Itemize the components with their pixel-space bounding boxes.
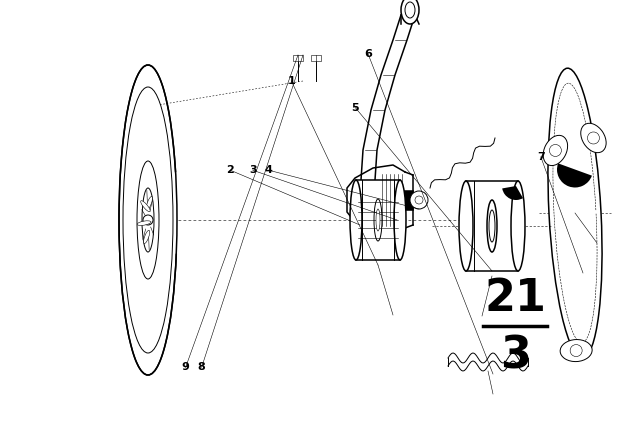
Ellipse shape xyxy=(405,2,415,18)
Text: 8: 8 xyxy=(198,362,205,372)
Circle shape xyxy=(549,144,561,156)
Text: 4: 4 xyxy=(265,165,273,175)
Ellipse shape xyxy=(487,200,497,252)
Ellipse shape xyxy=(137,221,151,225)
Text: 1: 1 xyxy=(287,76,295,86)
Ellipse shape xyxy=(560,340,592,362)
Text: 21: 21 xyxy=(484,276,546,319)
Ellipse shape xyxy=(489,210,495,242)
Text: 7: 7 xyxy=(537,152,545,162)
Bar xyxy=(385,190,413,210)
Wedge shape xyxy=(557,164,592,188)
Ellipse shape xyxy=(137,161,159,279)
Ellipse shape xyxy=(376,209,380,231)
Bar xyxy=(311,55,321,61)
Text: 2: 2 xyxy=(227,165,234,175)
Ellipse shape xyxy=(119,65,177,375)
Ellipse shape xyxy=(394,180,406,260)
Text: 3: 3 xyxy=(500,335,531,378)
Circle shape xyxy=(570,345,582,357)
Circle shape xyxy=(415,196,423,204)
Ellipse shape xyxy=(143,230,150,244)
Bar xyxy=(466,181,518,271)
Ellipse shape xyxy=(548,68,602,358)
Ellipse shape xyxy=(374,199,382,241)
Text: 3: 3 xyxy=(249,165,257,175)
Ellipse shape xyxy=(123,87,173,353)
Circle shape xyxy=(143,215,153,225)
Ellipse shape xyxy=(350,180,362,260)
Circle shape xyxy=(588,132,600,144)
Ellipse shape xyxy=(401,0,419,24)
Wedge shape xyxy=(502,186,523,200)
Ellipse shape xyxy=(580,123,606,153)
Bar xyxy=(356,180,400,260)
Ellipse shape xyxy=(147,197,152,210)
Ellipse shape xyxy=(543,135,568,166)
Ellipse shape xyxy=(141,201,150,212)
Ellipse shape xyxy=(142,188,154,252)
Text: 5: 5 xyxy=(351,103,359,112)
Text: 6: 6 xyxy=(364,49,372,59)
Text: 9: 9 xyxy=(182,362,189,372)
Ellipse shape xyxy=(459,181,473,271)
Circle shape xyxy=(410,191,428,209)
Ellipse shape xyxy=(511,181,525,271)
Bar xyxy=(293,55,303,61)
